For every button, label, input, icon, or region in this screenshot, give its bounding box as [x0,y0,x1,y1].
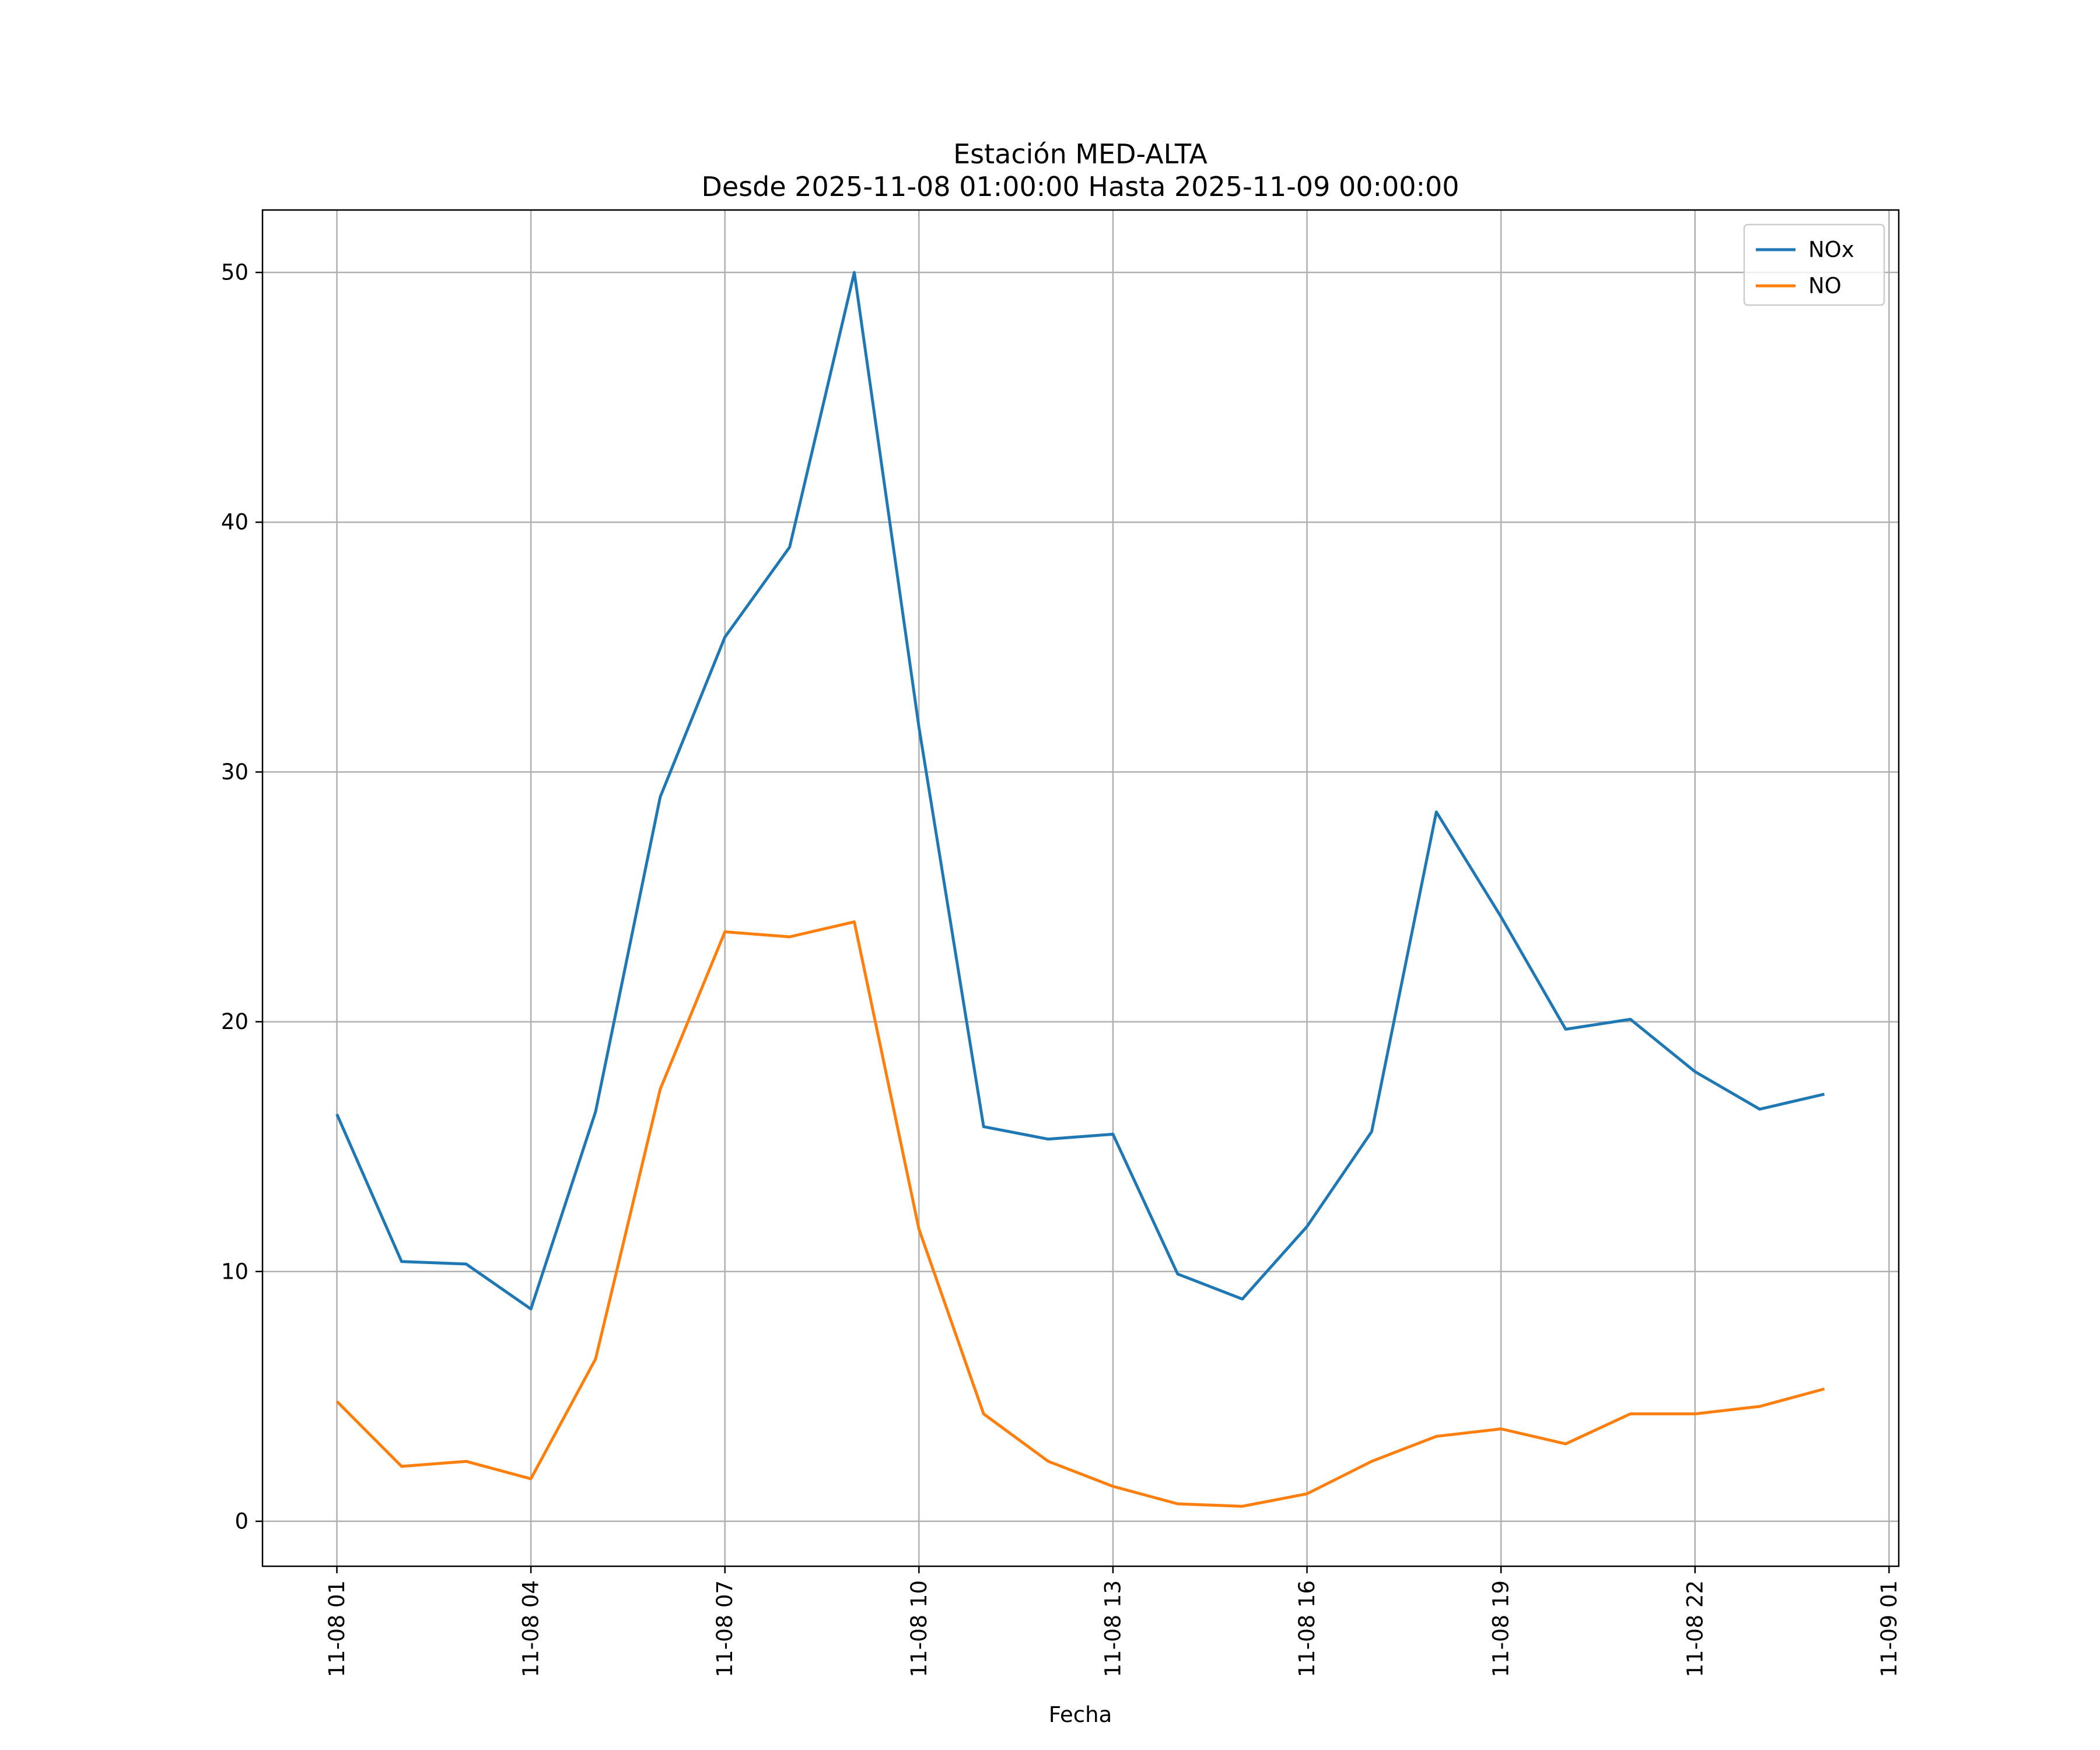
x-axis-label: Fecha [1049,1702,1112,1727]
series-line-nox [335,271,1825,1311]
x-tick-label: 11-08 01 [324,1580,349,1677]
x-tick-label: 11-09 01 [1877,1580,1902,1677]
series-layer [335,271,1825,1508]
chart-subtitle: Desde 2025-11-08 01:00:00 Hasta 2025-11-… [701,171,1459,202]
series-line-no [335,920,1825,1508]
y-tick-label: 0 [235,1508,249,1534]
x-tick-label: 11-08 07 [712,1580,737,1677]
plot-area [262,210,1899,1566]
grid-lines [262,210,1899,1566]
legend-label-no: NO [1808,274,1842,299]
x-tick-label: 11-08 22 [1682,1580,1707,1677]
y-tick-label: 10 [221,1259,249,1284]
x-tick-label: 11-08 10 [907,1580,932,1677]
legend: NOx NO [1743,223,1885,306]
x-tick-label: 11-08 04 [519,1580,544,1677]
y-tick-label: 30 [221,760,249,785]
chart-title: Estación MED-ALTA [953,138,1208,170]
y-tick-label: 50 [221,260,249,285]
y-tick-label: 40 [221,510,249,535]
y-tick-label: 20 [221,1009,249,1034]
plot-frame [261,209,1900,1567]
axis-ticks: 11-08 01 11-08 04 11-08 07 11-08 10 11-08 13… [221,260,1902,1678]
x-tick-label: 11-08 13 [1100,1580,1125,1677]
x-tick-label: 11-08 16 [1294,1580,1320,1677]
legend-label-nox: NOx [1808,237,1854,262]
x-tick-label: 11-08 19 [1489,1580,1514,1677]
